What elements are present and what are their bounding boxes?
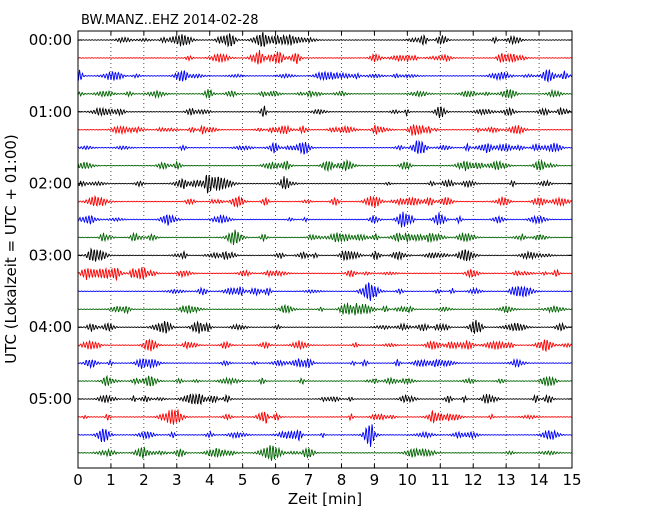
trace-0045 — [77, 88, 573, 100]
x-tick-label: 4 — [205, 471, 215, 489]
trace-0030 — [77, 68, 573, 83]
x-tick-label: 14 — [530, 471, 549, 489]
trace-0115 — [77, 124, 573, 136]
trace-0100 — [77, 105, 573, 119]
trace-0000 — [77, 32, 573, 48]
y-tick-label: 02:00 — [29, 175, 72, 193]
y-tick-label: 04:00 — [29, 318, 72, 336]
x-tick-label: 12 — [464, 471, 483, 489]
trace-0530 — [77, 424, 573, 447]
x-tick-label: 7 — [304, 471, 314, 489]
y-axis-label: UTC (Lokalzeit = UTC + 01:00) — [2, 134, 20, 364]
x-tick-label: 13 — [497, 471, 516, 489]
trace-0415 — [77, 338, 573, 353]
trace-0445 — [77, 374, 573, 387]
seismic-traces — [77, 32, 573, 461]
x-tick-label: 1 — [106, 471, 116, 489]
x-tick-label: 10 — [398, 471, 417, 489]
trace-0515 — [77, 409, 573, 425]
trace-0330 — [77, 282, 573, 301]
trace-0545 — [77, 445, 573, 461]
trace-0500 — [77, 393, 573, 406]
x-tick-label: 8 — [337, 471, 347, 489]
trace-0300 — [77, 247, 573, 262]
x-tick-label: 2 — [139, 471, 149, 489]
grid-lines — [110, 31, 540, 468]
x-tick-label: 9 — [370, 471, 380, 489]
x-tick-label: 0 — [73, 471, 83, 489]
x-axis-ticks: 0 1 2 3 4 5 6 7 8 9 10 11 12 13 14 15 — [73, 31, 582, 489]
trace-0400 — [77, 319, 573, 334]
trace-0230 — [77, 211, 573, 228]
y-tick-label: 03:00 — [29, 246, 72, 264]
trace-0215 — [77, 194, 573, 209]
x-tick-label: 15 — [562, 471, 581, 489]
y-tick-label: 00:00 — [29, 31, 72, 49]
trace-0245 — [77, 229, 573, 246]
x-tick-label: 6 — [271, 471, 281, 489]
y-tick-label: 05:00 — [29, 390, 72, 408]
trace-0200 — [77, 174, 573, 194]
trace-0145 — [77, 158, 573, 173]
trace-0015 — [77, 49, 573, 65]
x-axis-label: Zeit [min] — [288, 490, 362, 508]
x-tick-label: 3 — [172, 471, 182, 489]
y-axis-ticks: 00:00 01:00 02:00 03:00 04:00 05:00 — [29, 31, 572, 408]
x-tick-label: 5 — [238, 471, 248, 489]
trace-0315 — [77, 266, 573, 282]
x-tick-label: 11 — [431, 471, 450, 489]
chart-title: BW.MANZ..EHZ 2014-02-28 — [81, 13, 259, 28]
trace-0345 — [77, 302, 573, 316]
y-tick-label: 01:00 — [29, 103, 72, 121]
plot-frame — [77, 30, 573, 469]
trace-0430 — [77, 357, 573, 370]
trace-0130 — [77, 139, 573, 155]
